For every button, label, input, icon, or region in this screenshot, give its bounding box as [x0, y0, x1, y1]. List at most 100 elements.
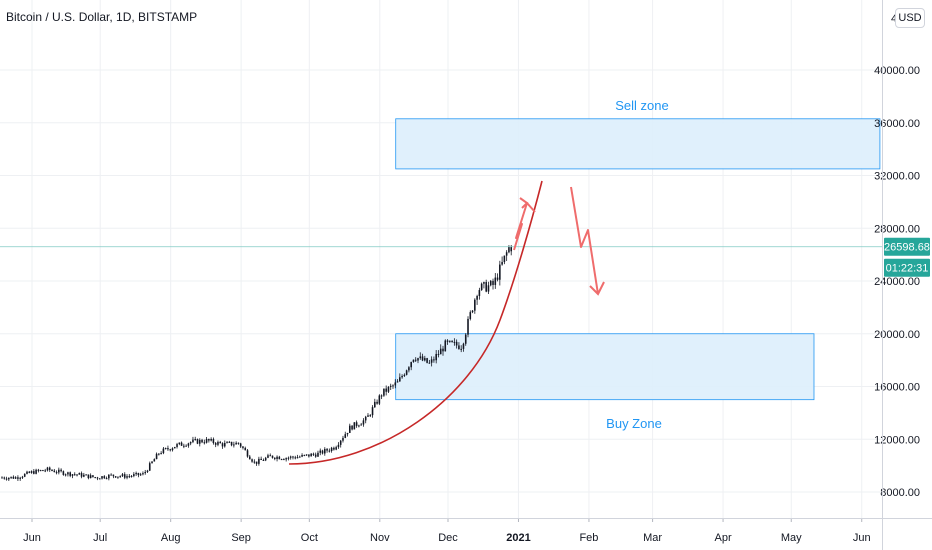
- candle-body: [103, 476, 106, 479]
- candle-body: [244, 447, 247, 451]
- candle-body: [399, 377, 401, 382]
- candle-body: [76, 474, 78, 476]
- candle-body: [292, 456, 294, 458]
- candle-body: [164, 448, 167, 450]
- candle-body: [17, 477, 19, 479]
- candle-body: [64, 474, 67, 476]
- candle-body: [396, 381, 399, 383]
- candle-body: [305, 454, 308, 456]
- currency-button[interactable]: USD: [895, 8, 925, 28]
- candle-body: [330, 447, 333, 451]
- candle-body: [487, 285, 490, 292]
- candle-body: [30, 471, 33, 473]
- buy-zone-box: [395, 333, 815, 401]
- candle-body: [412, 359, 415, 363]
- candle-body: [389, 385, 392, 387]
- candle-body: [262, 460, 265, 462]
- candle-body: [417, 358, 419, 361]
- candle-body: [48, 467, 51, 470]
- candle-body: [108, 474, 110, 479]
- candle-body: [496, 277, 499, 280]
- candle-body: [14, 477, 17, 479]
- time-tick-label: Jun: [853, 532, 871, 544]
- candle-body: [435, 353, 437, 361]
- candle-body: [483, 282, 485, 284]
- candle-body: [499, 264, 501, 280]
- candle-body: [51, 469, 53, 471]
- candle-body: [455, 341, 458, 346]
- candle-body: [160, 453, 162, 455]
- candle-body: [139, 474, 142, 476]
- candle-body: [171, 448, 174, 451]
- candle-body: [251, 459, 253, 462]
- candle-body: [89, 475, 92, 479]
- candle-body: [294, 457, 297, 459]
- candle-body: [355, 422, 358, 426]
- candle-body: [260, 458, 262, 461]
- candle-body: [214, 443, 217, 445]
- time-tick-label: Oct: [301, 532, 318, 544]
- candle-body: [458, 345, 460, 350]
- candles: [1, 245, 513, 482]
- candle-body: [360, 424, 362, 426]
- candle-body: [337, 444, 340, 448]
- candle-body: [453, 341, 456, 343]
- candle-body: [278, 456, 281, 460]
- candle-body: [58, 469, 60, 473]
- candle-body: [437, 353, 440, 355]
- candle-body: [480, 283, 483, 291]
- down-arrow-head: [589, 281, 605, 296]
- candle-body: [142, 473, 144, 475]
- up-arrow-head: [519, 197, 529, 209]
- time-tick-label: Jun: [23, 532, 41, 544]
- price-tick-label: 28000.00: [874, 223, 920, 235]
- candle-body: [151, 461, 153, 464]
- candle-body: [442, 348, 444, 352]
- candle-body: [96, 477, 99, 479]
- candle-body: [196, 439, 199, 444]
- candle-body: [62, 471, 65, 475]
- candle-body: [162, 448, 165, 454]
- candle-body: [408, 367, 410, 371]
- candle-body: [255, 461, 258, 464]
- candle-body: [501, 262, 503, 265]
- candle-body: [233, 444, 235, 446]
- candle-body: [301, 455, 303, 457]
- price-tick-label: 24000.00: [874, 276, 920, 288]
- candle-body: [276, 456, 278, 459]
- candle-body: [73, 474, 76, 476]
- candle-body: [192, 439, 194, 443]
- candle-body: [433, 359, 435, 361]
- candle-body: [508, 246, 510, 253]
- candle-body: [105, 478, 108, 480]
- candle-body: [469, 312, 472, 319]
- candle-body: [374, 401, 376, 408]
- candle-body: [342, 437, 344, 441]
- candle-body: [217, 441, 219, 445]
- candle-body: [69, 472, 71, 476]
- candle-body: [94, 477, 97, 479]
- candle-body: [369, 415, 372, 417]
- candle-body: [42, 470, 44, 472]
- candle-body: [424, 358, 426, 361]
- candle-body: [37, 469, 40, 471]
- time-tick-label: Jul: [93, 532, 107, 544]
- candle-body: [80, 473, 83, 477]
- parabolic-curve: [288, 180, 543, 465]
- candle-body: [421, 356, 424, 361]
- candle-body: [344, 434, 347, 438]
- candle-body: [358, 425, 360, 427]
- candle-body: [489, 280, 492, 286]
- time-tick-label: Feb: [579, 532, 598, 544]
- candle-body: [430, 359, 433, 363]
- candle-body: [223, 442, 226, 447]
- candle-body: [83, 474, 85, 477]
- candle-body: [92, 475, 94, 478]
- candle-body: [169, 449, 172, 451]
- candle-body: [403, 374, 406, 376]
- candle-body: [476, 295, 478, 300]
- candle-body: [126, 476, 128, 478]
- candle-body: [239, 443, 242, 447]
- candle-body: [401, 375, 403, 378]
